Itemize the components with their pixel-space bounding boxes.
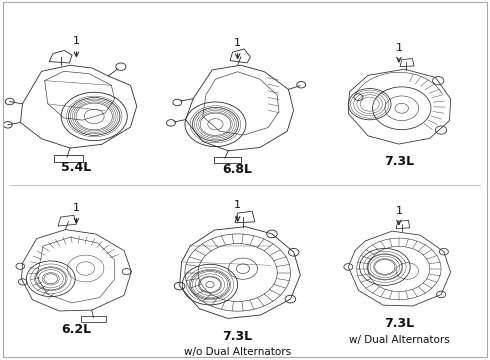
Text: w/ Dual Alternators: w/ Dual Alternators [348,335,449,345]
Text: 7.3L: 7.3L [384,318,414,330]
Text: 5.4L: 5.4L [61,161,92,174]
Text: 1: 1 [234,38,241,48]
Text: 6.2L: 6.2L [61,324,92,337]
Text: w/o Dual Alternators: w/o Dual Alternators [184,347,291,357]
Text: 6.8L: 6.8L [222,163,253,176]
Text: 1: 1 [395,206,402,216]
Text: 7.3L: 7.3L [384,155,414,168]
Text: 1: 1 [73,203,80,213]
Text: 1: 1 [73,36,80,46]
Text: 7.3L: 7.3L [222,329,253,342]
Text: 1: 1 [395,43,402,53]
Text: 1: 1 [234,200,241,210]
